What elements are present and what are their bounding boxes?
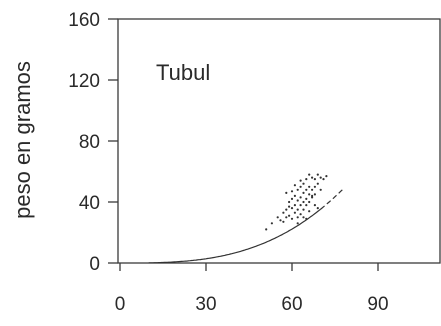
data-point bbox=[279, 219, 282, 222]
data-point bbox=[288, 214, 291, 217]
data-point bbox=[316, 207, 319, 210]
data-point bbox=[308, 210, 311, 213]
data-point bbox=[293, 211, 296, 214]
data-point bbox=[299, 196, 302, 199]
x-axis: 0 30 60 90 bbox=[115, 263, 389, 315]
plot-frame bbox=[117, 18, 441, 264]
data-point bbox=[302, 191, 305, 194]
data-point bbox=[316, 182, 319, 185]
data-point bbox=[299, 204, 302, 207]
data-point bbox=[282, 211, 285, 214]
data-point bbox=[302, 200, 305, 204]
data-point bbox=[290, 217, 294, 220]
data-point bbox=[290, 190, 294, 193]
data-point bbox=[296, 199, 299, 202]
x-tick-label: 30 bbox=[195, 294, 216, 315]
data-point bbox=[302, 208, 305, 211]
data-point bbox=[293, 204, 296, 207]
data-point bbox=[285, 216, 288, 219]
data-point bbox=[288, 200, 291, 204]
data-point bbox=[305, 188, 308, 191]
data-point bbox=[293, 194, 296, 197]
y-tick-label: 80 bbox=[79, 132, 100, 153]
data-point bbox=[313, 185, 316, 188]
y-tick-label: 40 bbox=[79, 193, 100, 214]
fitted-curve bbox=[148, 188, 345, 264]
data-point bbox=[302, 182, 305, 185]
data-point bbox=[299, 179, 302, 182]
data-point bbox=[311, 188, 314, 191]
x-tick-label: 0 bbox=[115, 294, 126, 315]
data-point bbox=[299, 185, 302, 188]
data-point bbox=[296, 208, 299, 211]
data-point bbox=[285, 208, 288, 211]
data-point bbox=[265, 228, 268, 231]
data-point bbox=[305, 178, 308, 181]
data-point bbox=[311, 176, 314, 179]
fit-curve-solid bbox=[148, 208, 322, 264]
data-point bbox=[308, 173, 311, 176]
data-point bbox=[282, 220, 285, 223]
data-point bbox=[325, 175, 328, 178]
data-point bbox=[302, 216, 305, 219]
data-point bbox=[299, 213, 302, 216]
data-point bbox=[270, 222, 273, 225]
scatter-points bbox=[265, 173, 328, 231]
data-point bbox=[319, 176, 322, 179]
data-point bbox=[319, 188, 322, 191]
data-point bbox=[276, 216, 279, 219]
data-point bbox=[316, 173, 319, 176]
data-point bbox=[293, 184, 296, 187]
data-point bbox=[296, 222, 299, 225]
data-point bbox=[322, 178, 325, 181]
chart-annotation: Tubul bbox=[156, 60, 210, 85]
data-point bbox=[290, 207, 294, 210]
data-point bbox=[313, 204, 316, 207]
y-tick-label: 160 bbox=[68, 10, 100, 31]
data-point bbox=[313, 193, 316, 196]
fit-curve-dashed bbox=[320, 188, 345, 210]
y-tick-label: 0 bbox=[89, 254, 100, 275]
data-point bbox=[308, 193, 311, 196]
data-point bbox=[296, 188, 299, 191]
y-axis: 0 40 80 120 160 bbox=[68, 10, 118, 275]
data-point bbox=[290, 197, 294, 200]
data-point bbox=[311, 194, 314, 197]
data-point bbox=[313, 178, 316, 181]
data-point bbox=[305, 217, 308, 220]
x-tick-label: 60 bbox=[281, 294, 302, 315]
data-point bbox=[305, 197, 308, 200]
data-point bbox=[285, 191, 288, 194]
plot-border bbox=[117, 18, 441, 264]
data-point bbox=[308, 185, 311, 188]
x-tick-label: 90 bbox=[367, 294, 388, 315]
y-axis-label: peso en gramos bbox=[10, 61, 35, 219]
data-point bbox=[308, 200, 311, 204]
data-point bbox=[288, 205, 291, 208]
data-point bbox=[305, 204, 308, 207]
y-tick-label: 120 bbox=[68, 71, 100, 92]
data-point bbox=[296, 216, 299, 219]
